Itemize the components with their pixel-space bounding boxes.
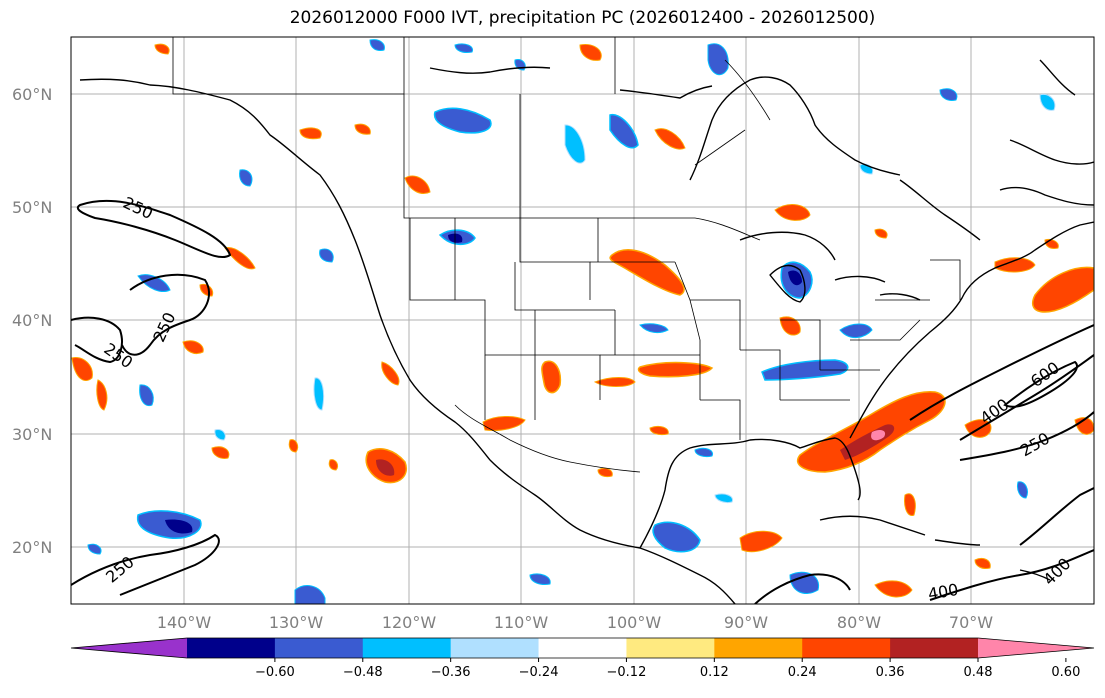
graticule xyxy=(71,37,1094,604)
lon-label: 130°W xyxy=(269,613,324,632)
lon-label: 120°W xyxy=(382,613,437,632)
colorbar-segment xyxy=(890,638,979,658)
map-frame xyxy=(70,36,1095,605)
lat-label: 50°N xyxy=(12,198,52,217)
contour-label: 250 xyxy=(1017,429,1053,461)
ivt-contours xyxy=(71,199,1094,604)
map-area: 250 250 250 250 400 600 250 400 400 xyxy=(71,37,1094,604)
colorbar-tick-label: 0.36 xyxy=(876,665,905,680)
colorbar-segment xyxy=(362,638,452,658)
contour-label: 250 xyxy=(100,339,136,372)
colorbar-extend-high xyxy=(978,638,1094,658)
colorbar-segment xyxy=(187,638,276,658)
lon-label: 70°W xyxy=(949,613,993,632)
colorbar-tick-label: 0.48 xyxy=(964,665,993,680)
latitude-labels: 60°N 50°N 40°N 30°N 20°N xyxy=(12,85,52,557)
lat-label: 60°N xyxy=(12,85,52,104)
colorbar-segment xyxy=(802,638,891,658)
lon-label: 100°W xyxy=(607,613,662,632)
map-title: 2026012000 F000 IVT, precipitation PC (2… xyxy=(289,8,876,28)
lat-label: 30°N xyxy=(12,425,52,444)
colorbar-outline xyxy=(70,637,1095,659)
contour-label: 250 xyxy=(120,193,156,223)
precipitation-shading xyxy=(71,39,1094,604)
colorbar-segment xyxy=(450,638,540,658)
colorbar-tick-label: −0.24 xyxy=(519,665,559,680)
colorbar-tick-label: −0.12 xyxy=(607,665,647,680)
colorbar: −0.60 −0.48 −0.36 −0.24 −0.12 0.12 0.24 0.36 0.4… xyxy=(70,637,1095,680)
lon-label: 140°W xyxy=(157,613,212,632)
lat-label: 20°N xyxy=(12,538,52,557)
colorbar-tick-label: 0.12 xyxy=(700,665,729,680)
colorbar-extend-low xyxy=(71,638,187,658)
lon-label: 90°W xyxy=(724,613,768,632)
colorbar-tick-label: −0.48 xyxy=(343,665,383,680)
lon-label: 110°W xyxy=(494,613,549,632)
colorbar-tick-label: −0.60 xyxy=(255,665,295,680)
coastlines xyxy=(79,59,1094,604)
contour-label: 250 xyxy=(102,552,138,586)
colorbar-tick-label: 0.24 xyxy=(788,665,817,680)
colorbar-segment xyxy=(626,638,715,658)
longitude-labels: 140°W 130°W 120°W 110°W 100°W 90°W 80°W … xyxy=(157,613,993,632)
colorbar-tick-label: 0.60 xyxy=(1051,665,1080,680)
contour-label: 400 xyxy=(1039,554,1074,589)
lon-label: 80°W xyxy=(837,613,881,632)
contour-label: 400 xyxy=(927,580,960,604)
contour-label: 250 xyxy=(149,309,179,345)
colorbar-tick-label: −0.36 xyxy=(431,665,471,680)
lat-label: 40°N xyxy=(12,311,52,330)
political-borders xyxy=(172,37,961,473)
colorbar-segment xyxy=(538,638,627,658)
colorbar-segment xyxy=(274,638,364,658)
colorbar-segment xyxy=(714,638,803,658)
